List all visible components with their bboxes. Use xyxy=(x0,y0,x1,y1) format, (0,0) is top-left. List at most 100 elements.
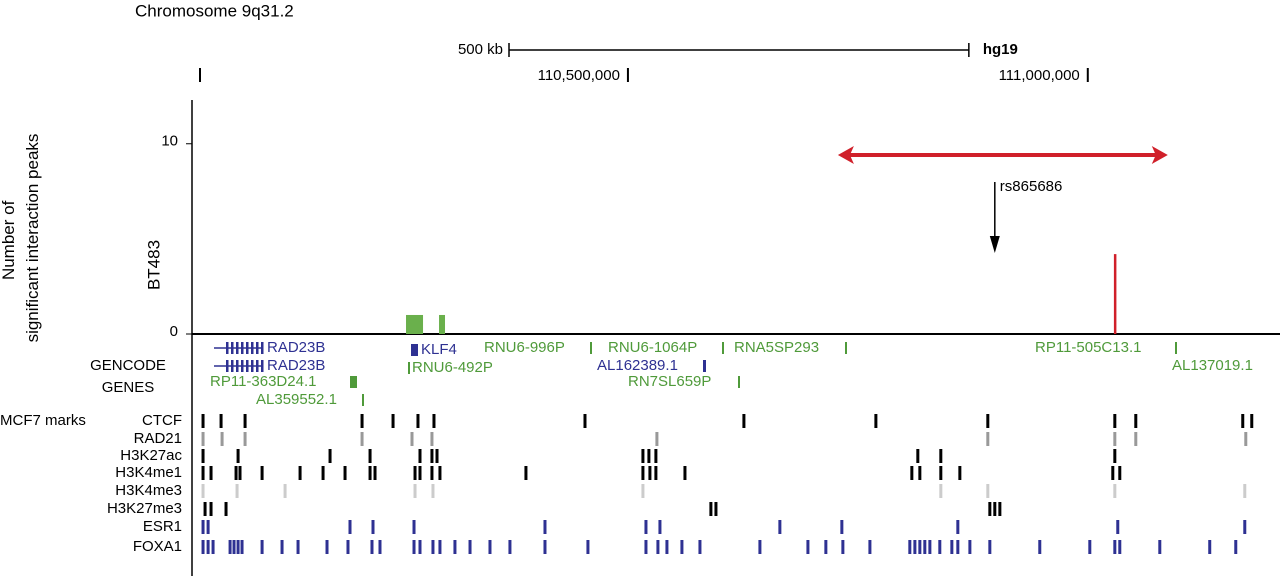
track-mark xyxy=(806,540,810,554)
track-mark xyxy=(918,466,922,480)
track-mark xyxy=(413,466,417,480)
track-mark xyxy=(939,466,943,480)
track-mark xyxy=(219,414,223,428)
scale-label: 500 kb xyxy=(458,41,503,58)
track-mark xyxy=(435,449,439,463)
track-mark xyxy=(430,466,434,480)
track-mark xyxy=(586,540,590,554)
track-mark xyxy=(923,540,927,554)
track-mark xyxy=(938,540,942,554)
track-mark xyxy=(201,520,205,534)
track-mark xyxy=(206,540,210,554)
track-mark xyxy=(232,540,236,554)
track-mark xyxy=(1113,414,1117,428)
gene-glyph xyxy=(1175,342,1177,354)
gene-glyph xyxy=(362,394,364,406)
track-mark xyxy=(683,466,687,480)
track-mark xyxy=(1113,484,1117,498)
gene-label: KLF4 xyxy=(421,341,457,358)
snp-label: rs865686 xyxy=(1000,178,1063,195)
track-mark xyxy=(1134,414,1138,428)
track-mark xyxy=(416,414,420,428)
gene-label: RNA5SP293 xyxy=(734,339,819,356)
track-mark xyxy=(260,540,264,554)
track-mark xyxy=(543,540,547,554)
track-mark xyxy=(430,449,434,463)
gene-label: AL137019.1 xyxy=(1172,357,1253,374)
track-mark xyxy=(824,540,828,554)
gene-label: RNU6-1064P xyxy=(608,339,697,356)
track-mark xyxy=(283,484,287,498)
track-mark xyxy=(209,502,213,516)
track-mark xyxy=(641,466,645,480)
track-label: H3K27ac xyxy=(120,447,182,464)
track-mark xyxy=(1111,466,1115,480)
track-mark xyxy=(641,484,645,498)
track-mark xyxy=(368,449,372,463)
track-mark xyxy=(874,414,878,428)
track-mark xyxy=(235,484,239,498)
track-mark xyxy=(1134,432,1138,446)
track-mark xyxy=(644,520,648,534)
track-mark xyxy=(431,484,435,498)
track-mark xyxy=(648,466,652,480)
exon xyxy=(251,342,254,354)
track-mark xyxy=(998,502,1002,516)
track-mark xyxy=(211,540,215,554)
track-mark xyxy=(508,540,512,554)
exon xyxy=(236,360,239,372)
y-tick-label: 10 xyxy=(161,133,178,150)
track-mark xyxy=(1118,540,1122,554)
gene-glyph xyxy=(722,342,724,354)
interaction-peak xyxy=(439,314,446,334)
track-mark xyxy=(778,520,782,534)
track-mark xyxy=(758,540,762,554)
track-mark xyxy=(698,540,702,554)
track-mark xyxy=(950,540,954,554)
track-mark xyxy=(418,466,422,480)
track-mark xyxy=(438,540,442,554)
track-mark xyxy=(228,540,232,554)
arrowhead xyxy=(989,236,1000,253)
track-mark xyxy=(418,449,422,463)
gene-label: RAD23B xyxy=(267,339,325,356)
track-mark xyxy=(201,432,205,446)
track-mark xyxy=(993,502,997,516)
track-mark xyxy=(201,466,205,480)
interaction-peak xyxy=(406,314,424,334)
track-mark xyxy=(641,449,645,463)
track-mark xyxy=(1118,466,1122,480)
gene-label: RN7SL659P xyxy=(628,373,711,390)
track-label: ESR1 xyxy=(143,518,182,535)
gene-glyph xyxy=(703,360,706,372)
track-mark xyxy=(1244,432,1248,446)
track-mark xyxy=(908,540,912,554)
exon xyxy=(236,342,239,354)
track-mark xyxy=(939,449,943,463)
track-mark xyxy=(260,466,264,480)
gene-glyph xyxy=(590,342,592,354)
track-mark xyxy=(654,466,658,480)
track-mark xyxy=(243,414,247,428)
track-label: RAD21 xyxy=(134,430,182,447)
track-mark xyxy=(280,540,284,554)
track-mark xyxy=(1241,414,1245,428)
track-mark xyxy=(418,540,422,554)
track-mark xyxy=(986,414,990,428)
track-mark xyxy=(224,502,228,516)
track-mark xyxy=(709,502,713,516)
exon xyxy=(256,360,259,372)
track-mark xyxy=(438,466,442,480)
track-mark xyxy=(201,484,205,498)
gene-label: AL162389.1 xyxy=(597,357,678,374)
arrowhead xyxy=(837,146,854,164)
track-mark xyxy=(918,540,922,554)
track-mark xyxy=(583,414,587,428)
track-mark xyxy=(238,466,242,480)
track-mark xyxy=(656,540,660,554)
track-mark xyxy=(298,466,302,480)
track-mark xyxy=(986,484,990,498)
track-mark xyxy=(368,466,372,480)
track-mark xyxy=(453,540,457,554)
